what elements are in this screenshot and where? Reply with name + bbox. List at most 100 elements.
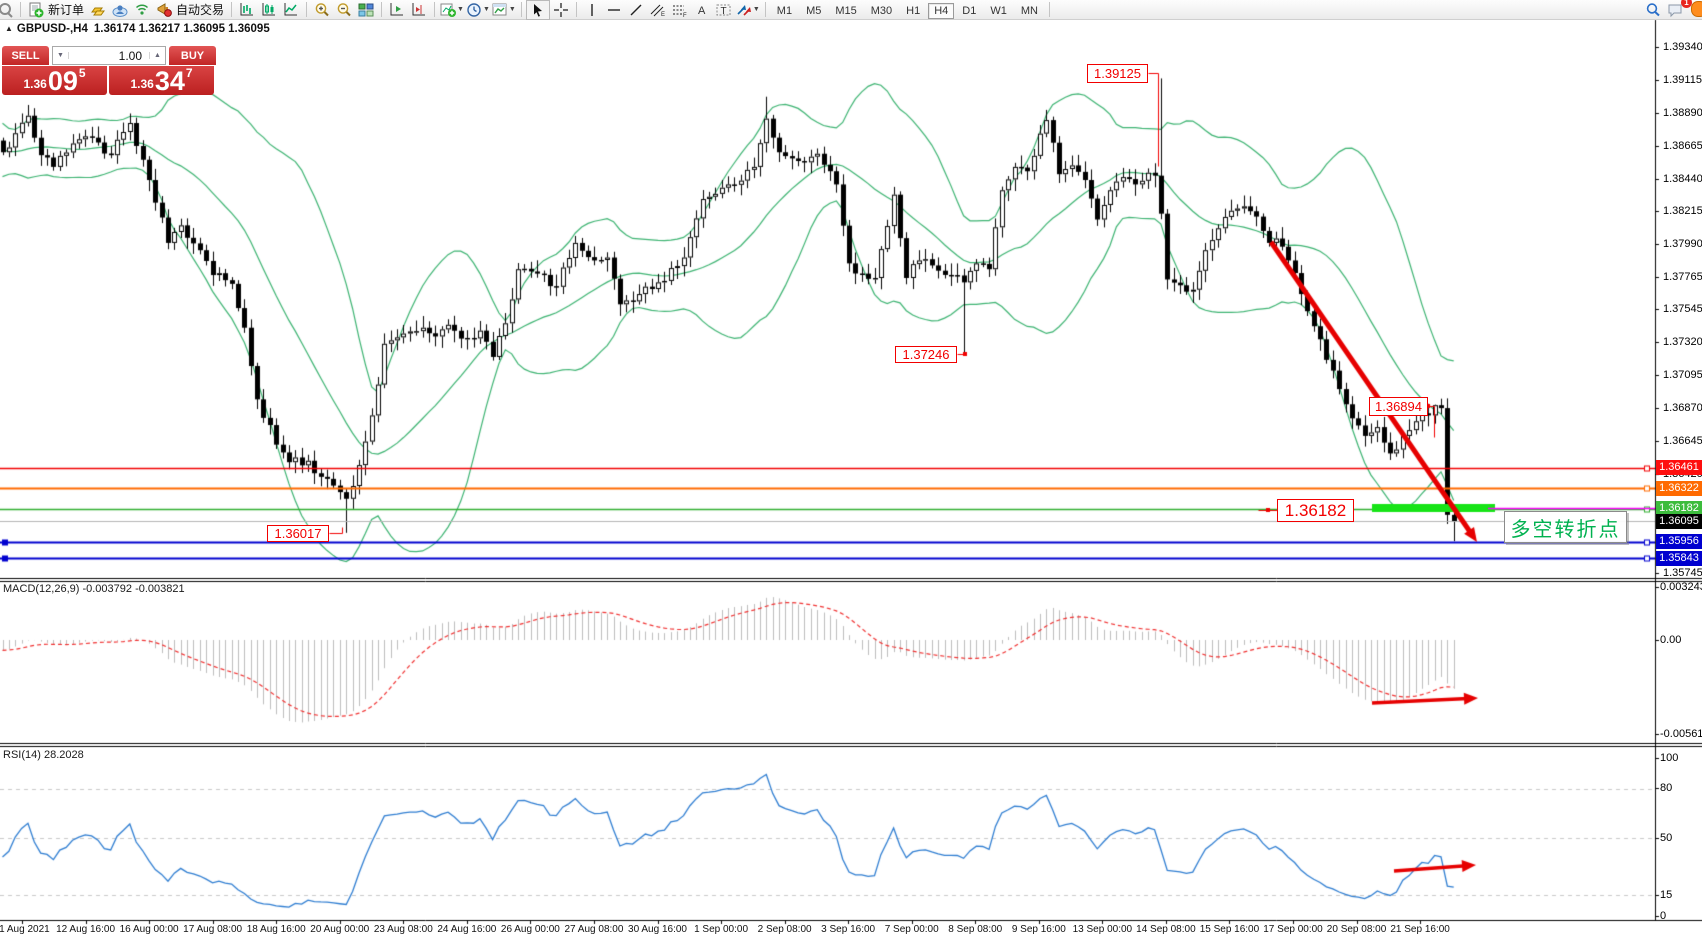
price-callout-label[interactable]: 1.36182 <box>1277 499 1354 522</box>
chart-shift-icon[interactable] <box>408 1 430 19</box>
price-axis-label: 1.37320 <box>1663 336 1702 349</box>
line-chart-icon[interactable] <box>280 1 302 19</box>
profile-icon[interactable] <box>109 1 131 19</box>
time-axis-label: 23 Aug 08:00 <box>373 924 433 935</box>
candlestick-chart-icon[interactable] <box>258 1 280 19</box>
new-order-icon[interactable] <box>25 1 47 19</box>
sell-price[interactable]: 1.36 09 5 <box>2 66 107 95</box>
rsi-axis-label: 80 <box>1660 782 1673 794</box>
chevron-down-icon[interactable]: ▼ <box>752 5 760 13</box>
price-axis-label: 1.38890 <box>1663 106 1702 119</box>
mql-community-icon[interactable] <box>1691 1 1702 17</box>
time-axis-label: 11 Aug 2021 <box>0 924 50 935</box>
timeframe-m30[interactable]: M30 <box>870 4 893 17</box>
volume-value[interactable]: 1.00 <box>118 48 142 63</box>
toolbar: 新订单 自动交易 ▼ <box>0 0 1702 20</box>
sell-button[interactable]: SELL <box>2 46 49 65</box>
fibonacci-tool[interactable]: F <box>669 1 691 19</box>
timeframe-mn[interactable]: MN <box>1020 4 1038 17</box>
chevron-down-icon[interactable]: ▼ <box>508 5 516 13</box>
price-tag: 1.36322 <box>1656 480 1702 496</box>
arrows-tool[interactable]: ▼ <box>735 1 761 19</box>
zoom-in-icon[interactable] <box>311 1 333 19</box>
signal-icon[interactable] <box>131 1 153 19</box>
price-callout-label[interactable]: 1.37246 <box>895 346 957 363</box>
time-axis-label: 17 Sep 00:00 <box>1263 924 1323 935</box>
svg-text:A: A <box>698 5 706 17</box>
price-axis-label: 1.36645 <box>1663 435 1702 447</box>
crosshair-tool[interactable] <box>550 1 572 19</box>
timeframe-m15[interactable]: M15 <box>835 4 857 17</box>
time-axis-label: 9 Sep 16:00 <box>1011 924 1066 935</box>
new-order-label[interactable]: 新订单 <box>48 3 85 17</box>
time-axis-label: 8 Sep 08:00 <box>948 924 1003 935</box>
volume-stepper[interactable]: ▼ 1.00 ▲ <box>52 46 166 65</box>
price-callout-label[interactable]: 1.36894 <box>1369 397 1428 416</box>
gold-icon[interactable] <box>87 1 109 19</box>
timeframe-m5[interactable]: M5 <box>806 4 822 17</box>
time-axis-label: 13 Sep 00:00 <box>1072 924 1133 935</box>
price-axis-label: 1.38440 <box>1663 172 1702 185</box>
ohlc-values: 1.36174 1.36217 1.36095 1.36095 <box>93 23 270 35</box>
timeframe-h4[interactable]: H4 <box>928 2 955 19</box>
zoom-out-icon[interactable] <box>333 1 355 19</box>
price-axis-label: 1.37545 <box>1663 303 1702 316</box>
text-label-tool[interactable]: T <box>713 1 735 19</box>
bar-chart-icon[interactable] <box>236 1 258 19</box>
buy-price[interactable]: 1.36 34 7 <box>109 66 214 95</box>
volume-increase-button[interactable]: ▲ <box>149 52 165 59</box>
timeframe-m1[interactable]: M1 <box>776 4 793 17</box>
price-tag: 1.36461 <box>1656 460 1702 476</box>
price-axis-label: 1.37095 <box>1663 369 1702 382</box>
time-axis-label: 20 Aug 00:00 <box>310 924 370 935</box>
time-axis-label: 15 Sep 16:00 <box>1199 924 1260 935</box>
chat-icon[interactable]: 1 <box>1664 0 1692 19</box>
notification-badge: 1 <box>1681 0 1692 8</box>
vertical-line-tool[interactable] <box>581 1 603 19</box>
chart-window-icon[interactable] <box>0 1 16 19</box>
buy-price-sup: 7 <box>185 66 193 80</box>
equidistant-channel-tool[interactable]: E <box>647 1 669 19</box>
auto-scroll-icon[interactable] <box>386 1 408 19</box>
price-tag: 1.36182 <box>1656 501 1702 517</box>
sell-price-small: 1.36 <box>23 77 47 91</box>
rsi-axis-label: 15 <box>1660 889 1673 901</box>
price-callout-label[interactable]: 1.39125 <box>1087 64 1148 83</box>
tile-windows-icon[interactable] <box>355 1 377 19</box>
templates-icon[interactable]: ▼ <box>491 1 517 19</box>
volume-decrease-button[interactable]: ▼ <box>53 52 69 59</box>
periods-icon[interactable]: ▼ <box>465 1 491 19</box>
time-axis-label: 16 Aug 00:00 <box>119 924 179 935</box>
annotation-textbox[interactable]: 多空转折点 <box>1504 511 1627 543</box>
autotrade-label[interactable]: 自动交易 <box>176 3 225 17</box>
collapse-icon[interactable]: ▲ <box>5 24 13 33</box>
trendline-tool[interactable] <box>625 1 647 19</box>
price-axis-label: 1.35745 <box>1663 566 1702 579</box>
search-icon[interactable] <box>1642 1 1664 19</box>
time-axis-label: 3 Sep 16:00 <box>821 924 876 935</box>
symbol-timeframe: GBPUSD-,H4 <box>16 23 88 35</box>
timeframe-h1[interactable]: H1 <box>906 4 921 17</box>
chevron-down-icon[interactable]: ▼ <box>482 5 490 13</box>
timeframe-w1[interactable]: W1 <box>990 4 1007 17</box>
rsi-axis-label: 0 <box>1660 910 1667 922</box>
annotation-text: 多空转折点 <box>1510 518 1621 541</box>
price-callout-label[interactable]: 1.36017 <box>267 525 329 542</box>
chevron-down-icon[interactable]: ▼ <box>457 5 464 13</box>
buy-price-big: 34 <box>154 66 185 96</box>
time-axis-label: 12 Aug 16:00 <box>56 924 116 935</box>
cursor-tool[interactable] <box>525 0 550 20</box>
autotrade-icon[interactable] <box>153 1 175 19</box>
text-tool[interactable]: A <box>691 1 713 19</box>
timeframe-d1[interactable]: D1 <box>962 4 977 17</box>
horizontal-line-tool[interactable] <box>603 1 625 19</box>
price-axis-label: 1.37765 <box>1663 271 1702 284</box>
time-axis-label: 7 Sep 00:00 <box>884 924 939 935</box>
sell-price-sup: 5 <box>78 66 86 80</box>
svg-text:T: T <box>720 6 726 17</box>
buy-button[interactable]: BUY <box>169 46 216 65</box>
one-click-trading-panel: SELL ▼ 1.00 ▲ BUY 1.36 09 5 1.36 34 7 <box>2 46 216 95</box>
indicators-icon[interactable]: ▼ <box>439 1 465 19</box>
